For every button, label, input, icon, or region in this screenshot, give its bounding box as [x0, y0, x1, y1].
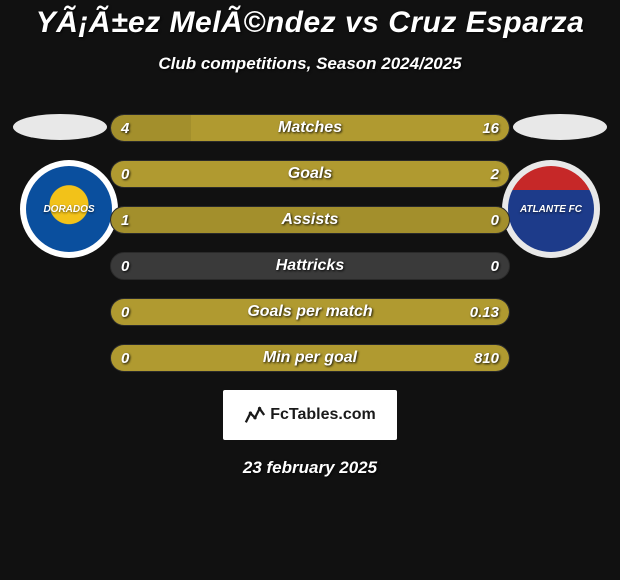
footer-banner[interactable]: FcTables.com: [223, 390, 397, 440]
team-logo-left: DORADOS: [26, 166, 112, 252]
date-label: 23 february 2025: [0, 458, 620, 478]
stat-label: Goals: [111, 161, 509, 187]
stat-row: 0810Min per goal: [110, 344, 510, 372]
stat-row: 00Hattricks: [110, 252, 510, 280]
stat-label: Hattricks: [111, 253, 509, 279]
player-photo-right: [513, 114, 607, 140]
page-title: YÃ¡Ã±ez MelÃ©ndez vs Cruz Esparza: [0, 0, 620, 40]
stat-label: Goals per match: [111, 299, 509, 325]
stat-label: Min per goal: [111, 345, 509, 371]
team-badge-right: ATLANTE FC: [502, 160, 600, 258]
stat-label: Assists: [111, 207, 509, 233]
team-logo-right-text: ATLANTE FC: [520, 204, 582, 215]
chart-icon: [244, 404, 266, 426]
stat-row: 416Matches: [110, 114, 510, 142]
team-badge-left: DORADOS: [20, 160, 118, 258]
stat-label: Matches: [111, 115, 509, 141]
team-logo-left-text: DORADOS: [43, 204, 94, 215]
stat-row: 02Goals: [110, 160, 510, 188]
subtitle: Club competitions, Season 2024/2025: [0, 54, 620, 74]
comparison-content: DORADOS ATLANTE FC 416Matches 02Goals 10As…: [0, 114, 620, 372]
stat-row: 10Assists: [110, 206, 510, 234]
footer-label: FcTables.com: [270, 406, 376, 424]
team-logo-right: ATLANTE FC: [508, 166, 594, 252]
stat-bars: 416Matches 02Goals 10Assists 00Hattricks 00.…: [110, 114, 510, 372]
player-photo-left: [13, 114, 107, 140]
stat-row: 00.13Goals per match: [110, 298, 510, 326]
